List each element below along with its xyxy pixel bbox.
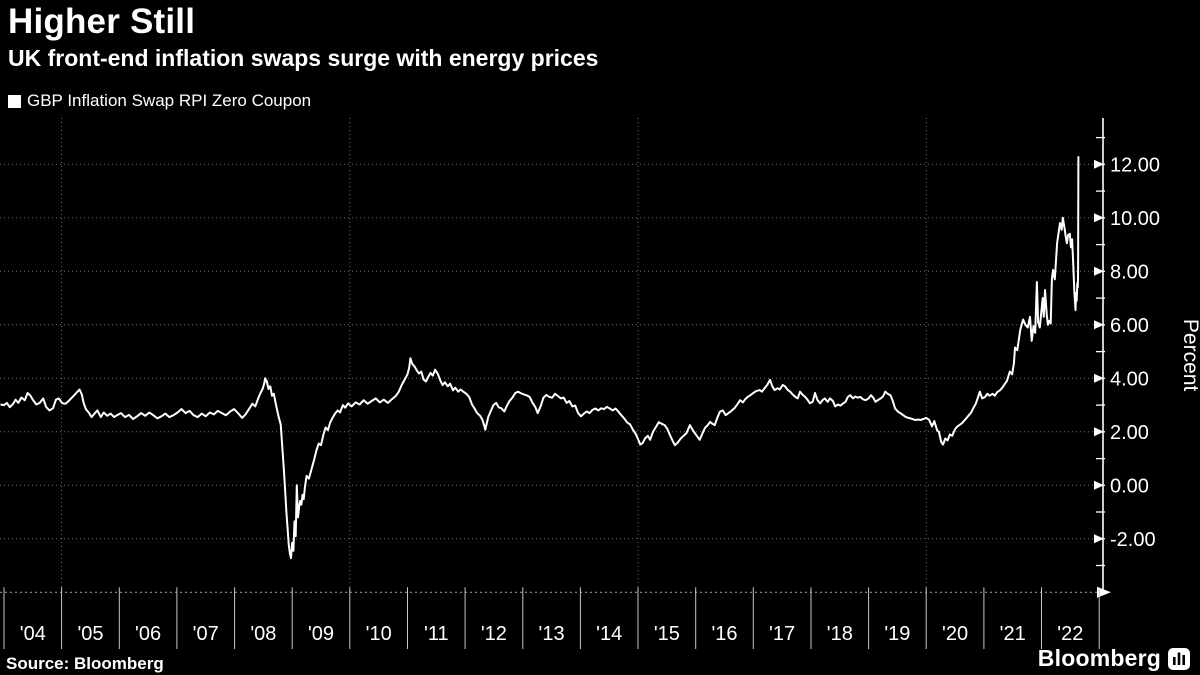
y-tick-arrow-icon [1094, 373, 1104, 383]
y-tick-arrow-icon [1094, 159, 1104, 169]
x-tick-label: '13 [539, 623, 565, 645]
bloomberg-wordmark: Bloomberg [1037, 645, 1161, 671]
legend: GBP Inflation Swap RPI Zero Coupon [8, 91, 311, 111]
x-tick-label: '10 [366, 623, 392, 645]
x-tick-label: '05 [77, 623, 103, 645]
y-tick-arrow-icon [1094, 427, 1104, 437]
y-tick-arrow-icon [1094, 480, 1104, 490]
y-tick-label: 0.00 [1110, 475, 1149, 497]
x-axis-arrow-icon [1097, 586, 1111, 598]
x-tick-label: '21 [1000, 623, 1026, 645]
y-tick-label: -2.00 [1110, 529, 1156, 551]
y-tick-label: 10.00 [1110, 208, 1160, 230]
y-axis-title: Percent [1179, 319, 1200, 392]
x-tick-label: '04 [20, 623, 46, 645]
y-tick-label: 4.00 [1110, 368, 1149, 390]
x-tick-label: '19 [884, 623, 910, 645]
x-tick-label: '22 [1057, 623, 1083, 645]
x-tick-label: '08 [250, 623, 276, 645]
page-title: Higher Still [8, 2, 196, 41]
y-tick-arrow-icon [1094, 213, 1104, 223]
x-tick-label: '15 [654, 623, 680, 645]
x-tick-label: '20 [942, 623, 968, 645]
x-tick-label: '07 [193, 623, 219, 645]
y-tick-arrow-icon [1094, 266, 1104, 276]
y-tick-arrow-icon [1094, 320, 1104, 330]
x-tick-label: '16 [711, 623, 737, 645]
bar-chart-icon [1168, 647, 1190, 670]
x-tick-label: '12 [481, 623, 507, 645]
y-tick-label: 8.00 [1110, 261, 1149, 283]
x-tick-label: '14 [596, 623, 622, 645]
x-tick-label: '11 [424, 623, 449, 645]
y-tick-label: 2.00 [1110, 422, 1149, 444]
x-tick-label: '06 [135, 623, 161, 645]
y-tick-label: 12.00 [1110, 154, 1160, 176]
x-tick-label: '18 [827, 623, 853, 645]
chart-subtitle: UK front-end inflation swaps surge with … [8, 45, 599, 71]
x-tick-label: '09 [308, 623, 334, 645]
y-tick-arrow-icon [1094, 534, 1104, 544]
source-text: Source: Bloomberg [6, 654, 164, 673]
bloomberg-logo: Bloomberg [1038, 645, 1190, 672]
data-line [0, 156, 1080, 560]
legend-marker-icon [8, 94, 21, 108]
x-tick-label: '17 [769, 623, 795, 645]
legend-label: GBP Inflation Swap RPI Zero Coupon [27, 91, 312, 110]
y-tick-label: 6.00 [1110, 315, 1149, 337]
